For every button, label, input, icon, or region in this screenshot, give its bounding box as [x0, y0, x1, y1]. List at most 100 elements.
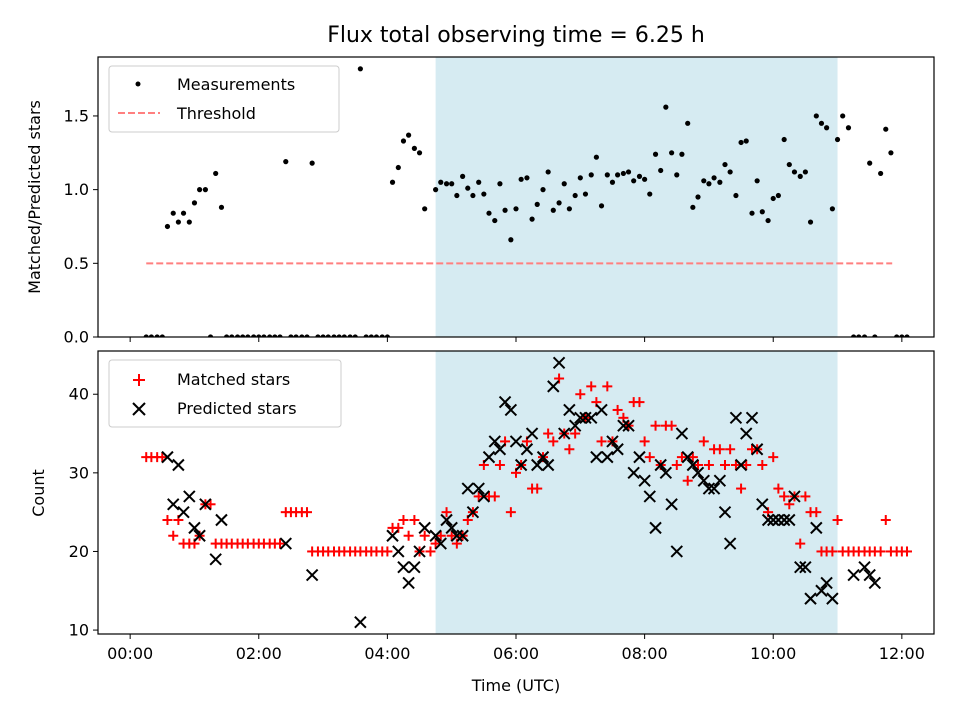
predicted-stars-point — [445, 521, 458, 535]
measurement-point — [240, 334, 246, 337]
y-tick-label: 40 — [69, 385, 89, 404]
matched-stars-point — [425, 546, 436, 557]
measurement-point — [373, 334, 380, 337]
matched-stars-point — [811, 507, 822, 518]
measurement-point — [416, 150, 423, 156]
measurement-point — [566, 206, 572, 212]
matched-stars-point — [725, 444, 736, 455]
measurement-point — [164, 223, 171, 230]
predicted-stars-point — [783, 513, 796, 527]
measurement-point — [454, 192, 460, 199]
predicted-stars-point — [461, 482, 474, 495]
predicted-stars-point — [810, 521, 823, 535]
matched-stars-point — [698, 436, 709, 447]
predicted-stars-point — [617, 419, 630, 432]
predicted-stars-point — [498, 395, 512, 409]
matched-stars-point — [398, 515, 409, 526]
legend-predicted-marker — [132, 402, 146, 416]
measurement-point — [856, 334, 862, 337]
predicted-stars-point — [707, 482, 721, 495]
measurement-point — [148, 334, 154, 337]
predicted-stars-point — [536, 450, 550, 464]
measurement-point — [867, 160, 873, 166]
predicted-stars-point — [665, 498, 678, 511]
legend-measurements-label: Measurements — [177, 75, 295, 94]
chart-title: Flux total observing time = 6.25 h — [327, 23, 705, 48]
measurement-point — [497, 181, 503, 187]
measurement-point — [170, 210, 176, 216]
matched-stars-point — [768, 452, 779, 463]
predicted-stars-point — [408, 560, 421, 574]
measurement-point — [695, 194, 701, 200]
matched-stars-point — [446, 530, 457, 541]
measurement-point — [368, 334, 374, 337]
y-tick-label: 10 — [69, 621, 89, 640]
measurement-point — [636, 173, 643, 179]
measurement-point — [679, 151, 685, 157]
measurement-point — [159, 334, 165, 337]
measurement-point — [384, 334, 390, 337]
measurement-point — [272, 334, 278, 337]
measurement-point — [422, 206, 428, 212]
measurement-point — [770, 195, 776, 202]
matched-stars-point — [205, 499, 216, 510]
predicted-stars-point — [627, 466, 640, 480]
measurement-point — [593, 154, 599, 160]
predicted-stars-point — [525, 427, 539, 440]
predicted-stars-point — [161, 450, 174, 464]
matched-stars-point — [494, 459, 505, 470]
matched-stars-point — [302, 507, 312, 518]
x-tick-label: 10:00 — [750, 644, 796, 663]
measurement-point — [540, 187, 546, 193]
measurement-point — [213, 170, 219, 177]
measurement-point — [894, 334, 900, 337]
measurement-point — [577, 175, 583, 181]
legend-matched-marker — [133, 374, 145, 386]
measurement-point — [175, 219, 181, 225]
measurement-point — [460, 173, 466, 179]
measurement-point — [807, 219, 814, 225]
predicted-stars-point — [167, 498, 180, 511]
predicted-stars-point — [761, 513, 775, 527]
predicted-stars-point — [531, 458, 544, 472]
measurement-point — [443, 181, 450, 187]
predicted-stars-point — [788, 490, 801, 503]
measurement-point — [481, 191, 487, 197]
measurement-point — [180, 210, 187, 216]
measurement-point — [754, 178, 760, 184]
measurement-point — [207, 334, 214, 337]
matched-stars-point — [430, 538, 441, 549]
measurement-point — [513, 206, 519, 212]
measurement-point — [802, 169, 808, 175]
measurement-point — [143, 334, 149, 337]
matched-stars-point — [779, 491, 790, 502]
measurement-point — [395, 164, 401, 171]
measurement-point — [256, 334, 262, 337]
legend-matched-label: Matched stars — [177, 370, 290, 389]
observing-window-shade — [435, 57, 838, 337]
predicted-stars-point — [767, 513, 780, 527]
predicted-stars-point — [643, 490, 656, 503]
matched-stars-point — [575, 389, 586, 400]
predicted-stars-point — [670, 545, 683, 558]
measurement-point — [582, 191, 589, 197]
measurement-point — [325, 334, 331, 337]
measurement-point — [465, 185, 471, 191]
measurement-point — [550, 207, 556, 213]
measurement-point — [218, 204, 225, 210]
predicted-stars-point — [734, 458, 748, 472]
predicted-stars-point — [756, 498, 769, 511]
matched-stars-point — [596, 436, 607, 447]
matched-stars-point — [382, 546, 393, 557]
matched-stars-point — [676, 452, 687, 463]
matched-stars-point — [773, 483, 784, 494]
measurement-point — [534, 201, 540, 207]
predicted-stars-point — [772, 513, 785, 527]
measurement-point — [711, 175, 717, 181]
measurement-point — [261, 334, 267, 337]
measurement-point — [518, 176, 524, 182]
matched-stars-point — [800, 491, 811, 502]
measurement-point — [786, 161, 792, 168]
matched-stars-point — [730, 459, 741, 470]
matched-stars-point — [703, 459, 714, 470]
